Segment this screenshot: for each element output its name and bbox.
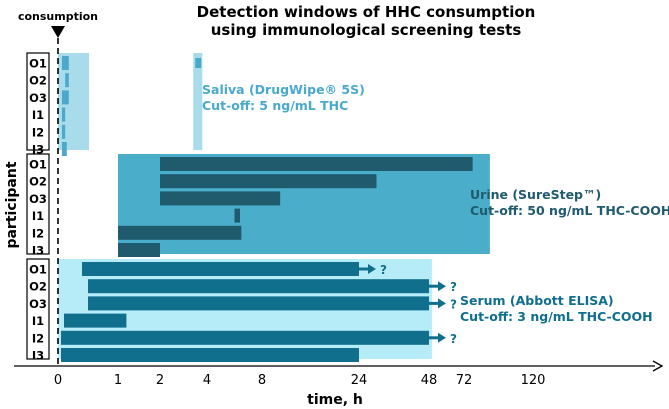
chart-title-line-1: Detection windows of HHC consumption xyxy=(197,3,536,21)
urine-participant-i1: I1 xyxy=(32,209,44,223)
serum-arrow-head-o3 xyxy=(438,298,446,309)
urine-bar-i2 xyxy=(118,225,242,240)
saliva-bar-o1 xyxy=(62,56,69,70)
serum-participant-i1: I1 xyxy=(32,314,44,328)
chart-text: O1O2O3I1I2I3O1O2O3I1I2I3????O1O2O3I1I2I3… xyxy=(4,3,669,408)
serum-participant-o1: O1 xyxy=(29,263,47,277)
saliva-late-window-band xyxy=(193,53,203,150)
serum-bar-o2 xyxy=(88,279,429,294)
x-tick-24: 24 xyxy=(351,373,368,388)
urine-participant-frame xyxy=(26,153,50,255)
x-tick-2: 2 xyxy=(156,373,164,388)
urine-bar-i3 xyxy=(118,243,160,257)
x-tick-120: 120 xyxy=(521,373,546,388)
saliva-bar-i1 xyxy=(62,107,66,122)
y-axis-title: participant xyxy=(4,161,20,248)
saliva-participant-i3: I3 xyxy=(32,143,44,157)
saliva-participant-o2: O2 xyxy=(29,74,47,88)
saliva-cutoff-label: Cut-off: 5 ng/mL THC xyxy=(202,98,348,113)
serum-participant-i3: I3 xyxy=(32,349,44,363)
urine-bar-o1 xyxy=(160,157,473,171)
saliva-participant-frame xyxy=(26,52,50,151)
serum-test-label: Serum (Abbott ELISA) xyxy=(460,293,614,308)
x-tick-4: 4 xyxy=(203,373,211,388)
serum-cutoff-label: Cut-off: 3 ng/mL THC-COOH xyxy=(460,309,653,324)
x-axis-title: time, h xyxy=(307,392,363,408)
urine-participant-o1: O1 xyxy=(29,158,47,172)
x-axis-arrow-icon xyxy=(652,360,664,372)
x-tick-1: 1 xyxy=(114,373,122,388)
detection-bars xyxy=(61,56,473,362)
serum-unknown-mark-o2: ? xyxy=(450,280,457,294)
saliva-participant-o3: O3 xyxy=(29,91,47,105)
consumption-marker-icon xyxy=(51,26,65,38)
x-tick-72: 72 xyxy=(456,373,473,388)
serum-participant-i2: I2 xyxy=(32,331,44,345)
chart-title-line-2: using immunological screening tests xyxy=(211,21,522,39)
urine-bar-i1 xyxy=(234,208,240,223)
urine-participant-o3: O3 xyxy=(29,192,47,206)
urine-participant-i2: I2 xyxy=(32,226,44,240)
saliva-bar-o2 xyxy=(65,73,69,88)
serum-bar-i2 xyxy=(61,330,429,345)
saliva-participant-i2: I2 xyxy=(32,125,44,139)
serum-participant-o2: O2 xyxy=(29,280,47,294)
participant-label-frames xyxy=(26,52,50,360)
serum-participant-frame xyxy=(26,258,50,360)
serum-unknown-mark-o1: ? xyxy=(380,263,387,277)
serum-bar-o1 xyxy=(82,262,359,276)
saliva-participant-o1: O1 xyxy=(29,57,47,71)
saliva-participant-i1: I1 xyxy=(32,108,44,122)
saliva-bar-o3 xyxy=(62,90,69,105)
saliva-bar-i3 xyxy=(62,142,67,156)
consumption-label: consumption xyxy=(18,10,98,23)
urine-participant-i3: I3 xyxy=(32,244,44,258)
urine-participant-o2: O2 xyxy=(29,175,47,189)
serum-participant-o3: O3 xyxy=(29,297,47,311)
serum-bar-o3 xyxy=(88,296,429,311)
serum-bar-i3 xyxy=(61,348,359,362)
urine-bar-o3 xyxy=(160,191,281,206)
x-tick-0: 0 xyxy=(54,373,62,388)
saliva-late-bar-o1 xyxy=(195,58,202,68)
saliva-test-label: Saliva (DrugWipe® 5S) xyxy=(202,82,365,97)
x-tick-8: 8 xyxy=(258,373,266,388)
urine-bar-o2 xyxy=(160,174,377,189)
serum-bar-i1 xyxy=(64,313,127,328)
time-axis xyxy=(14,26,664,372)
serum-arrow-head-o2 xyxy=(438,281,446,292)
serum-arrow-head-o1 xyxy=(368,264,376,274)
x-tick-48: 48 xyxy=(421,373,438,388)
serum-unknown-mark-i2: ? xyxy=(450,332,457,346)
saliva-bar-i2 xyxy=(62,124,66,139)
serum-unknown-mark-o3: ? xyxy=(450,297,457,311)
urine-cutoff-label: Cut-off: 50 ng/mL THC-COOH xyxy=(470,203,669,218)
serum-arrow-head-i2 xyxy=(438,332,446,343)
urine-test-label: Urine (SureStep™) xyxy=(470,187,601,202)
